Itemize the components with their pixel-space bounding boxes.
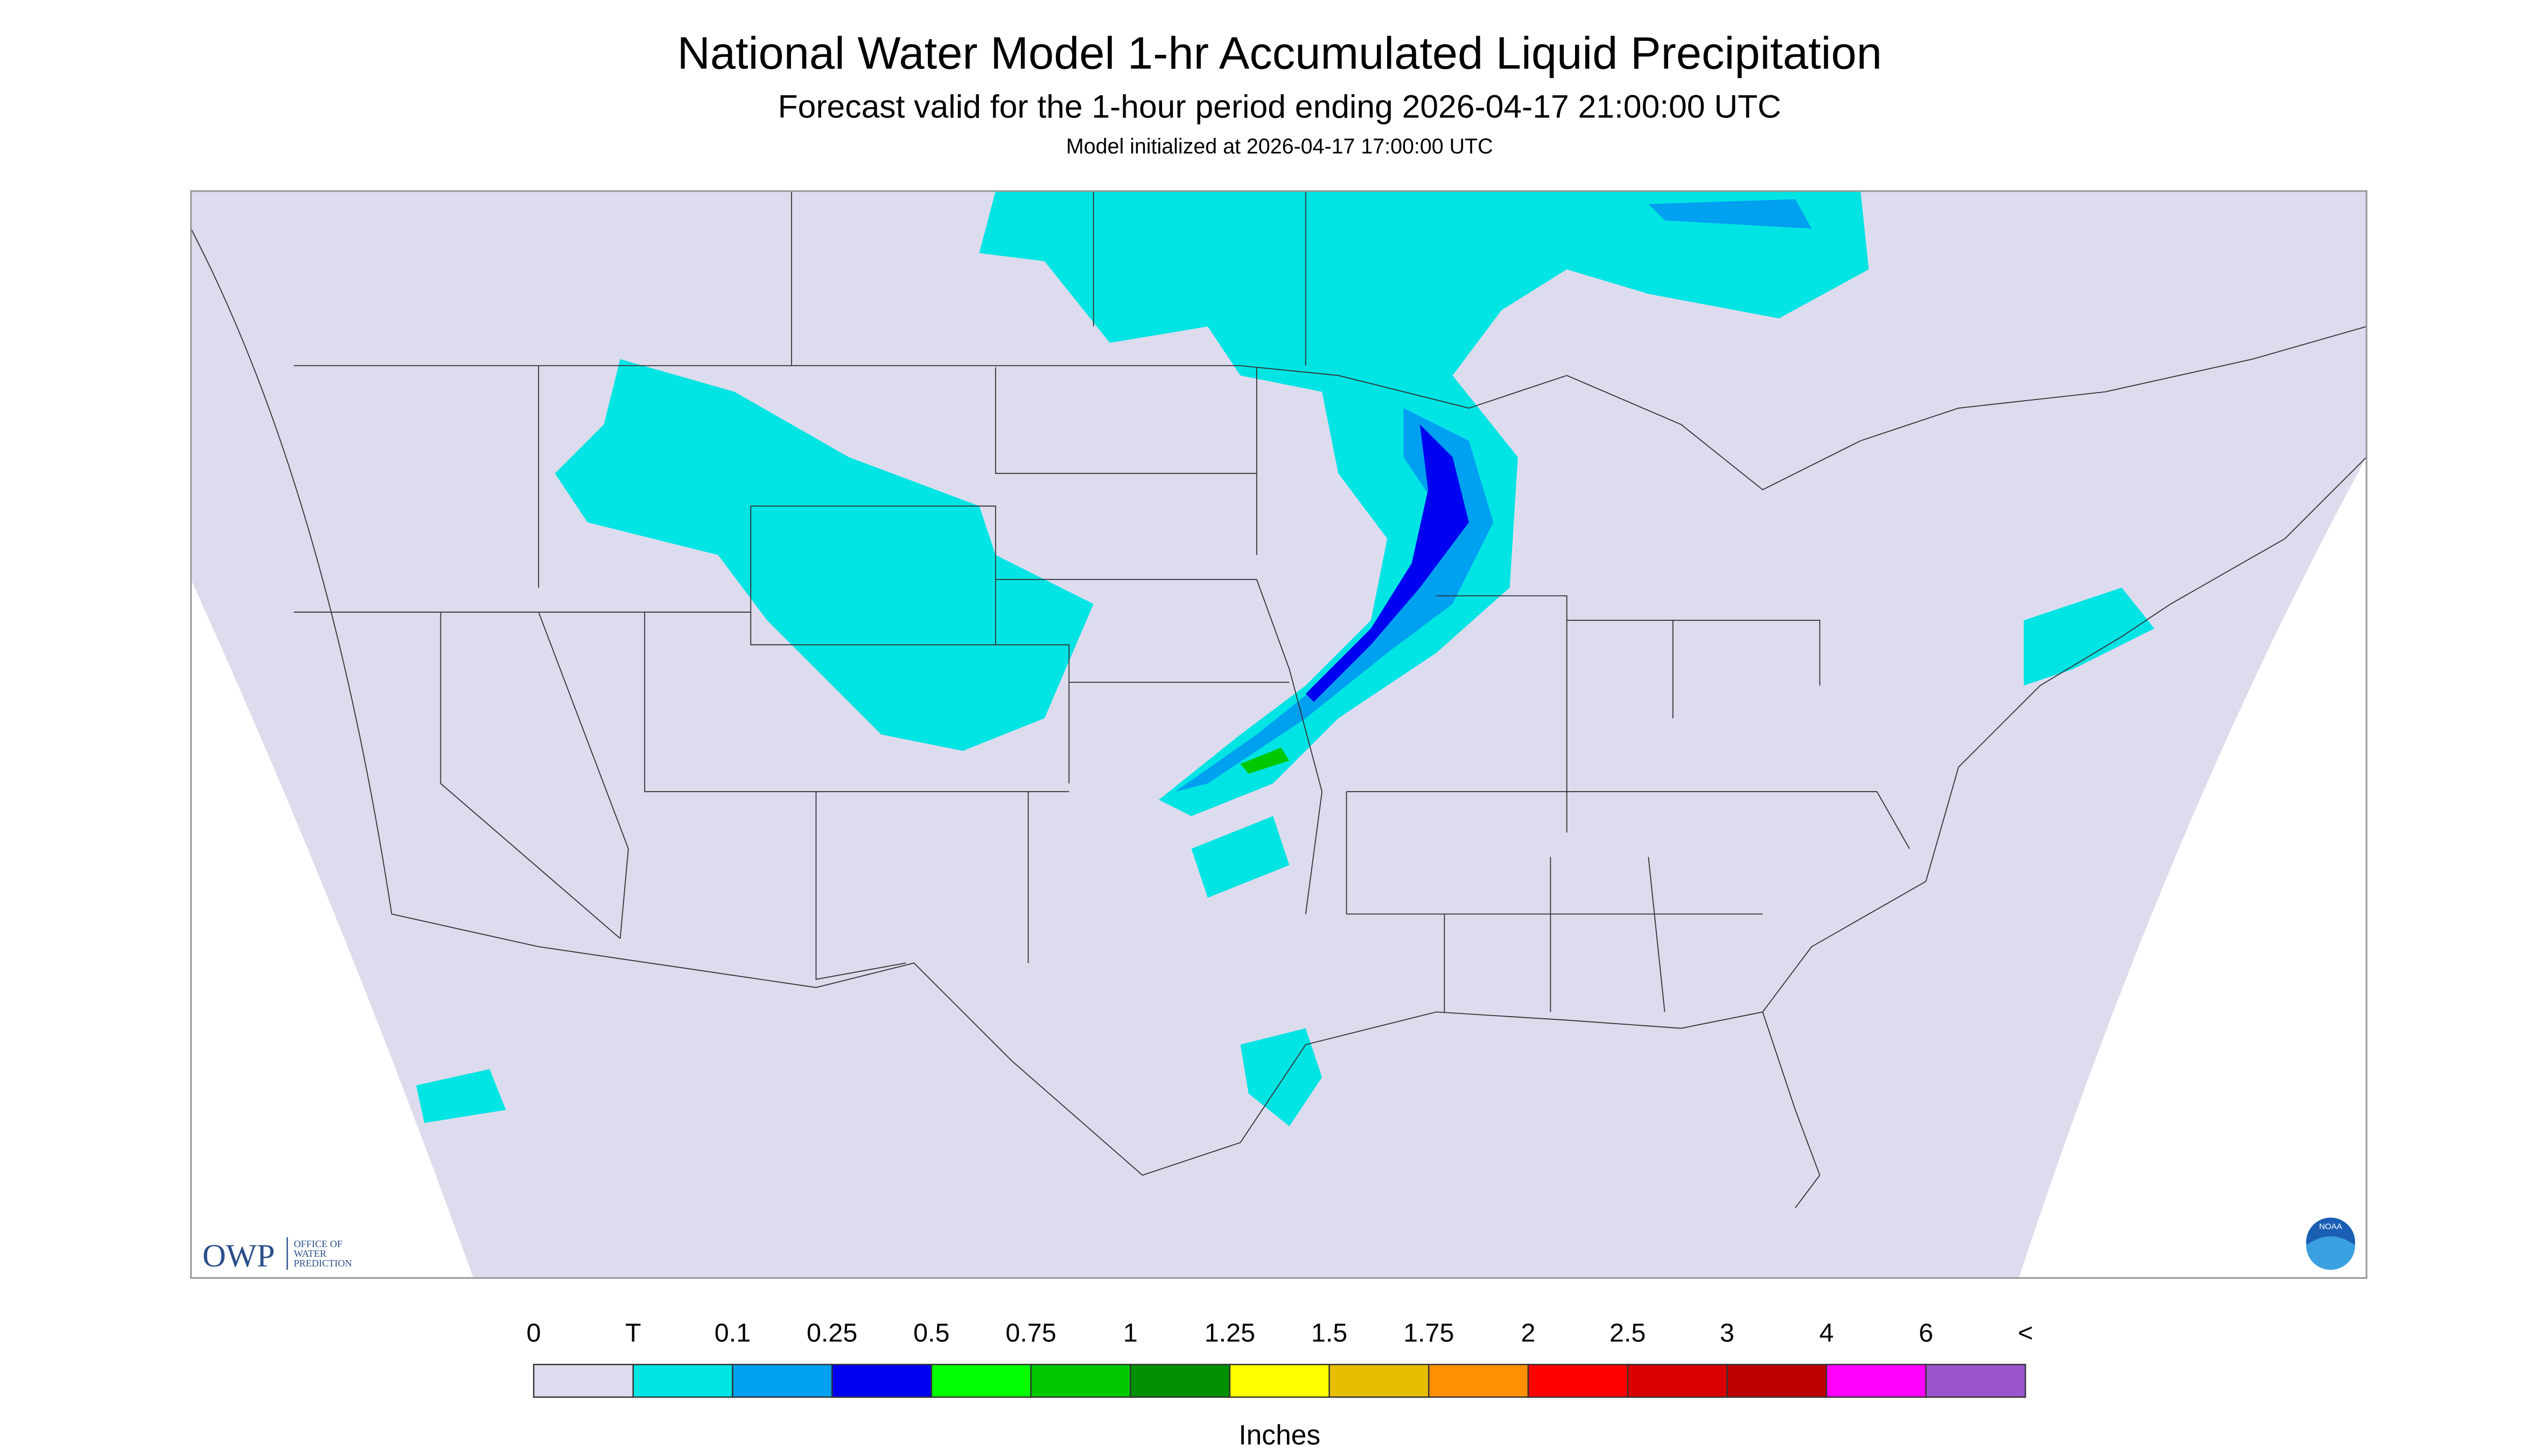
owp-office: PREDICTION <box>294 1258 352 1269</box>
legend-label: 0 <box>527 1319 541 1348</box>
precip-area <box>2024 587 2154 686</box>
legend-label: 6 <box>1919 1319 1933 1348</box>
legend-swatch <box>1328 1363 1430 1398</box>
legend-swatch <box>1726 1363 1828 1398</box>
state-borders <box>190 191 2367 1208</box>
legend-label: 0.1 <box>715 1319 751 1348</box>
title: National Water Model 1-hr Accumulated Li… <box>677 27 1882 79</box>
legend-unit: Inches <box>1238 1419 1320 1451</box>
precip-area <box>1648 199 1812 229</box>
precip-area <box>1305 424 1469 702</box>
precipitation-areas <box>416 191 2154 1126</box>
legend-swatch <box>1627 1363 1728 1398</box>
legend-swatch <box>1130 1363 1231 1398</box>
legend-label: 0.5 <box>913 1319 949 1348</box>
legend-label: 1 <box>1123 1319 1138 1348</box>
legend-label: 3 <box>1720 1319 1734 1348</box>
legend-swatch <box>1428 1363 1529 1398</box>
precip-area <box>979 191 1869 816</box>
legend: 0 T 0.1 0.25 0.5 0.75 1 1.25 1.5 1.75 2 2.5 3 4 6 < <box>527 1319 2033 1398</box>
legend-swatch <box>831 1363 933 1398</box>
legend-swatch <box>732 1363 833 1398</box>
legend-label: 1.75 <box>1403 1319 1454 1348</box>
noaa-label: NOAA <box>2319 1222 2343 1231</box>
legend-label: < <box>2018 1319 2033 1348</box>
legend-label: 2.5 <box>1610 1319 1646 1348</box>
precip-area <box>1240 747 1290 774</box>
owp-office: WATER <box>294 1248 327 1259</box>
map-outside-right <box>2019 457 2367 1278</box>
precip-area <box>416 1069 506 1123</box>
init-time: Model initialized at 2026-04-17 17:00:00… <box>1066 135 1493 158</box>
precip-area <box>1191 816 1290 898</box>
legend-swatch <box>1527 1363 1628 1398</box>
noaa-logo-wave <box>2306 1236 2355 1270</box>
legend-swatch <box>1825 1363 1927 1398</box>
legend-label: 1.5 <box>1311 1319 1347 1348</box>
owp-logo: OWP <box>202 1238 275 1274</box>
legend-label: T <box>625 1319 641 1348</box>
map: OWP OFFICE OF WATER PREDICTION NOAA <box>190 190 2368 1279</box>
precip-area <box>1175 408 1494 792</box>
legend-swatch <box>1925 1363 2026 1398</box>
legend-label: 1.25 <box>1205 1319 1255 1348</box>
legend-swatch <box>1229 1363 1330 1398</box>
map-frame <box>190 190 2368 1279</box>
legend-label: 4 <box>1820 1319 1834 1348</box>
legend-swatch <box>632 1363 733 1398</box>
precip-area <box>1240 1028 1323 1126</box>
legend-label: 0.25 <box>807 1319 857 1348</box>
legend-swatch <box>930 1363 1032 1398</box>
owp-office: OFFICE OF <box>294 1238 342 1249</box>
legend-label: 2 <box>1521 1319 1535 1348</box>
map-outside-left <box>191 579 473 1278</box>
subtitle: Forecast valid for the 1-hour period end… <box>778 88 1781 124</box>
legend-swatch <box>533 1363 634 1398</box>
precip-area <box>555 359 1094 751</box>
legend-swatch <box>1030 1363 1131 1398</box>
legend-label: 0.75 <box>1005 1319 1056 1348</box>
